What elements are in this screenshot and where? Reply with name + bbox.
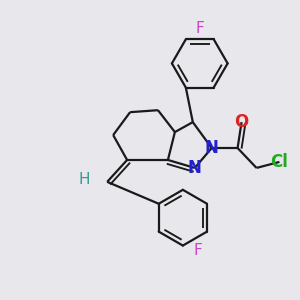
Text: F: F bbox=[195, 21, 204, 36]
Text: N: N bbox=[205, 139, 219, 157]
Text: F: F bbox=[194, 243, 202, 258]
Text: Cl: Cl bbox=[271, 153, 288, 171]
Text: O: O bbox=[234, 113, 249, 131]
Text: N: N bbox=[188, 159, 202, 177]
Text: H: H bbox=[79, 172, 90, 188]
